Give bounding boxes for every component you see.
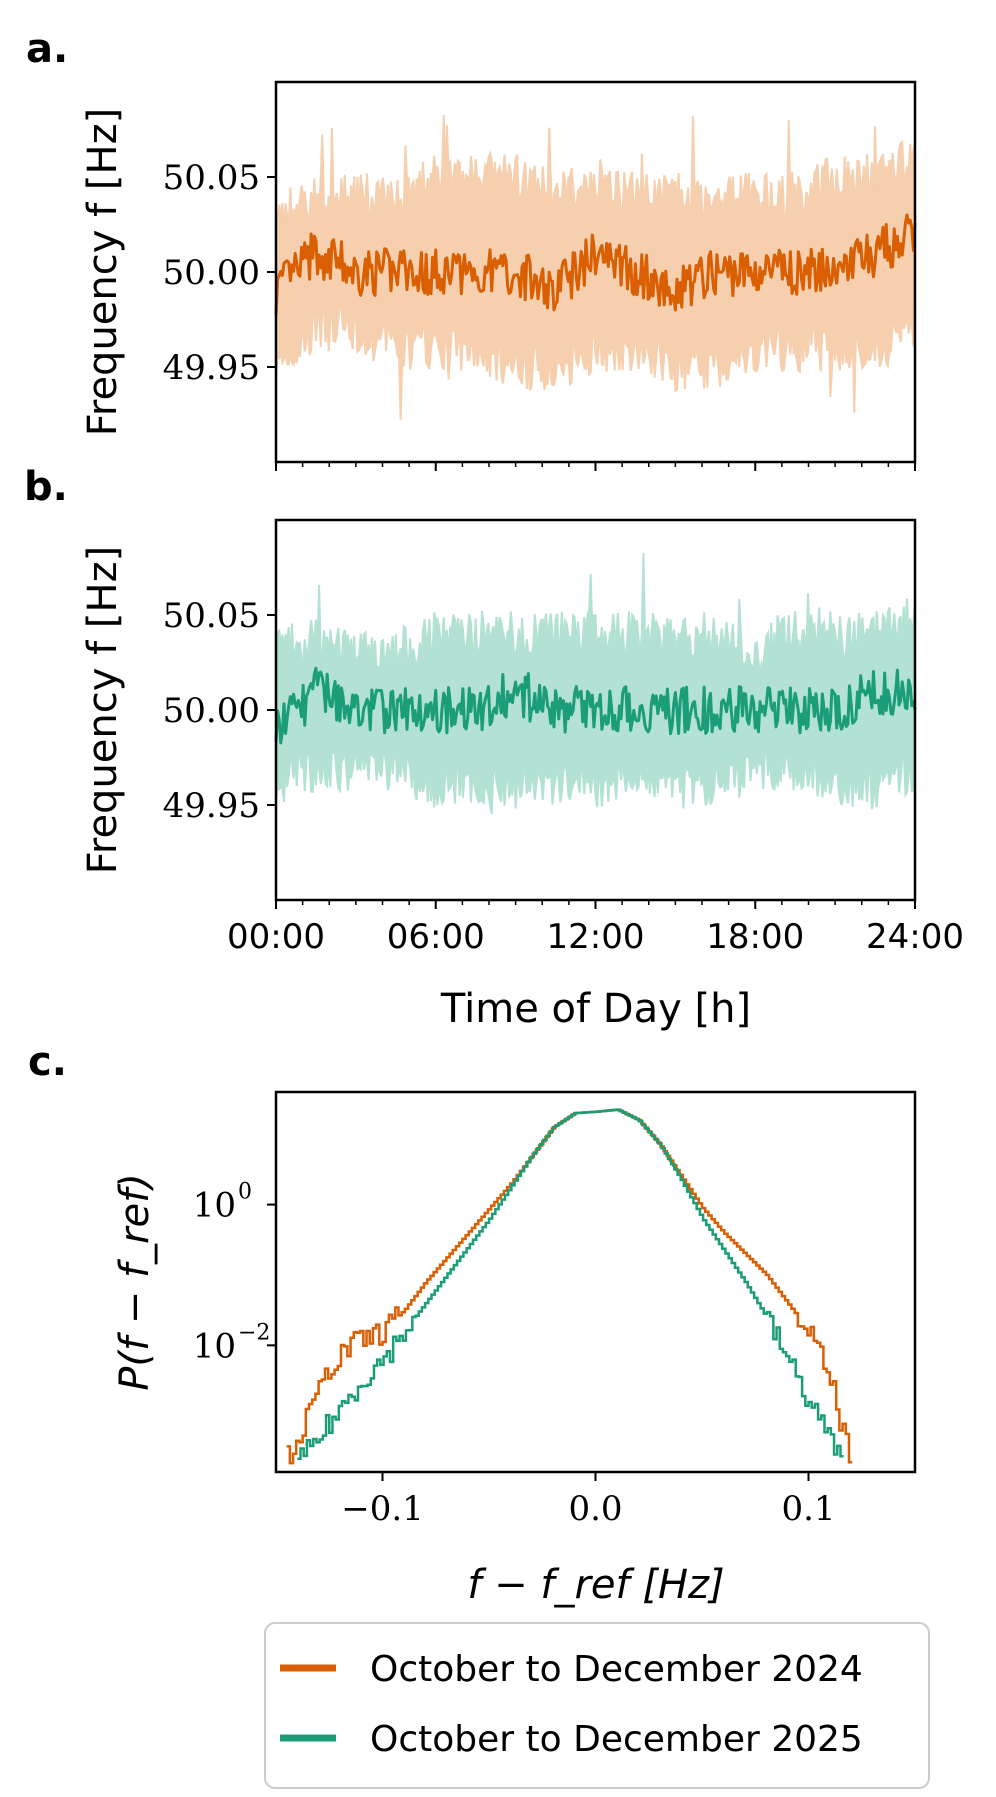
legend-label-1: October to December 2025 xyxy=(370,1719,863,1760)
panel-a-ytick-label: 50.00 xyxy=(163,253,260,293)
panel-b-line-group xyxy=(274,666,917,745)
panel-letter-b: b. xyxy=(24,464,68,510)
panel-a-ytick-label: 50.05 xyxy=(163,158,260,198)
panel-b-xtick-label: 00:00 xyxy=(227,917,325,957)
panel-c-ytick-exponent: 0 xyxy=(238,1180,252,1205)
panel-letter-c: c. xyxy=(28,1039,67,1085)
panel-c-ytick-label: 10 xyxy=(193,1326,236,1366)
panel-c-ylabel: P(f − f_ref) xyxy=(112,1173,158,1391)
panel-b-xlabel: Time of Day [h] xyxy=(440,986,751,1032)
panel-c-xtick-label: −0.1 xyxy=(341,1489,424,1529)
panel-a-ylabel: Frequency f [Hz] xyxy=(80,108,126,436)
panel-letter-a: a. xyxy=(26,26,68,72)
legend-box xyxy=(264,1622,930,1789)
panel-a-yaxis: 49.95 50.00 50.05 xyxy=(163,158,276,388)
panel-b-chart: 49.95 50.00 50.05 00:00 06:00 12:00 18:00 24:0… xyxy=(80,518,964,1032)
panel-c-series-0-line xyxy=(286,1108,853,1465)
panel-b-ytick-label: 50.00 xyxy=(163,691,260,731)
panel-b-yaxis: 49.95 50.00 50.05 xyxy=(163,596,276,826)
panel-b-xtick-label: 06:00 xyxy=(387,917,485,957)
panel-c-xlabel: f − f_ref [Hz] xyxy=(467,1562,724,1608)
panel-a-ytick-label: 49.95 xyxy=(163,348,260,388)
panel-b-ylabel: Frequency f [Hz] xyxy=(80,546,126,874)
panel-b-ytick-label: 49.95 xyxy=(163,786,260,826)
panel-b-ytick-label: 50.05 xyxy=(163,596,260,636)
legend-label-0: October to December 2024 xyxy=(370,1649,863,1690)
panel-c-xaxis: −0.1 0.0 0.1 xyxy=(341,1472,836,1529)
panel-b-quantile-band xyxy=(275,553,916,815)
panel-c-ytick-label: 10 xyxy=(193,1186,236,1226)
panel-c-xtick-label: 0.1 xyxy=(781,1489,835,1529)
panel-a-xaxis xyxy=(275,462,916,471)
panel-c-lines-group xyxy=(286,1108,853,1465)
panel-b-xtick-label: 12:00 xyxy=(547,917,645,957)
panel-b-band-group xyxy=(275,553,916,815)
panel-a-mean-line xyxy=(274,213,917,315)
panel-a-chart: 49.95 50.00 50.05 Frequency f [Hz] xyxy=(80,80,917,471)
panel-a-line-group xyxy=(274,213,917,315)
panel-b-mean-line xyxy=(274,666,917,745)
panel-c-series-1-line xyxy=(297,1108,844,1460)
panel-b-xtick-label: 24:00 xyxy=(866,917,964,957)
panel-c-ytick-exponent: −2 xyxy=(238,1320,270,1345)
legend: October to December 2024 October to Decem… xyxy=(264,1622,930,1789)
panel-c-xtick-label: 0.0 xyxy=(568,1489,622,1529)
panel-b-xtick-label: 18:00 xyxy=(706,917,804,957)
panel-b-xaxis: 00:00 06:00 12:00 18:00 24:00 xyxy=(227,900,964,957)
